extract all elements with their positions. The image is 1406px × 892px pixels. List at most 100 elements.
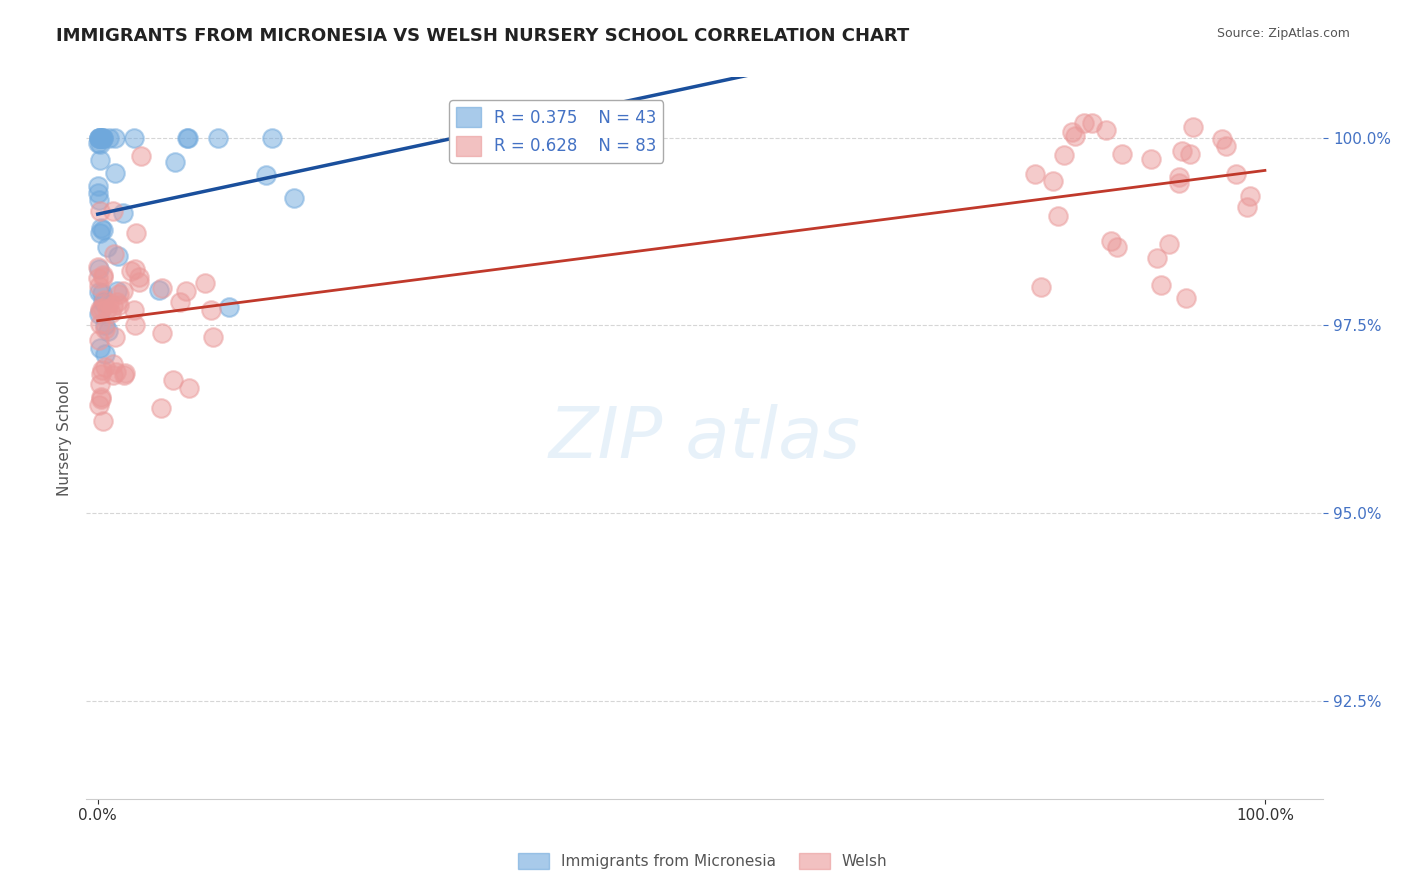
Welsh	[93, 322, 115, 336]
Immigrants from Micronesia	[283, 191, 305, 205]
Welsh	[111, 284, 134, 298]
Welsh	[179, 382, 201, 396]
Welsh	[129, 149, 152, 163]
Immigrants from Micronesia	[176, 130, 198, 145]
Immigrants from Micronesia	[148, 284, 170, 298]
Welsh	[87, 260, 110, 275]
Welsh	[89, 302, 111, 317]
Welsh	[1236, 200, 1258, 214]
Welsh	[150, 281, 173, 295]
Immigrants from Micronesia	[165, 155, 187, 169]
Welsh	[91, 414, 114, 428]
Welsh	[91, 268, 114, 283]
Welsh	[1064, 129, 1087, 144]
Welsh	[103, 368, 125, 382]
Welsh	[1029, 279, 1052, 293]
Welsh	[90, 363, 112, 377]
Immigrants from Micronesia	[177, 130, 200, 145]
Immigrants from Micronesia	[87, 261, 110, 276]
Welsh	[1046, 209, 1069, 223]
Immigrants from Micronesia	[107, 249, 129, 263]
Immigrants from Micronesia	[90, 130, 112, 145]
Welsh	[105, 365, 128, 379]
Welsh	[1171, 145, 1194, 159]
Welsh	[114, 368, 136, 383]
Immigrants from Micronesia	[91, 130, 114, 145]
Immigrants from Micronesia	[90, 220, 112, 235]
Welsh	[125, 226, 148, 240]
Immigrants from Micronesia	[124, 130, 146, 145]
Welsh	[149, 401, 172, 416]
Immigrants from Micronesia	[98, 130, 121, 145]
Welsh	[1146, 251, 1168, 265]
Welsh	[91, 301, 114, 316]
Welsh	[1095, 123, 1118, 137]
Welsh	[1080, 115, 1102, 129]
Welsh	[174, 284, 197, 298]
Welsh	[94, 360, 117, 375]
Welsh	[1107, 240, 1129, 254]
Immigrants from Micronesia	[89, 226, 111, 240]
Welsh	[89, 317, 111, 331]
Immigrants from Micronesia	[105, 284, 128, 298]
Welsh	[101, 299, 124, 313]
Welsh	[1024, 167, 1046, 181]
Immigrants from Micronesia	[104, 166, 127, 180]
Immigrants from Micronesia	[262, 130, 284, 145]
Welsh	[124, 303, 146, 318]
Immigrants from Micronesia	[89, 130, 111, 145]
Text: IMMIGRANTS FROM MICRONESIA VS WELSH NURSERY SCHOOL CORRELATION CHART: IMMIGRANTS FROM MICRONESIA VS WELSH NURS…	[56, 27, 910, 45]
Immigrants from Micronesia	[91, 130, 114, 145]
Welsh	[128, 270, 150, 285]
Immigrants from Micronesia	[97, 325, 120, 339]
Welsh	[1178, 146, 1201, 161]
Immigrants from Micronesia	[87, 136, 110, 150]
Immigrants from Micronesia	[112, 206, 135, 220]
Welsh	[194, 276, 217, 290]
Welsh	[93, 293, 115, 307]
Welsh	[150, 326, 173, 340]
Immigrants from Micronesia	[91, 295, 114, 310]
Text: ZIP atlas: ZIP atlas	[548, 403, 860, 473]
Welsh	[128, 276, 150, 290]
Welsh	[162, 373, 184, 387]
Immigrants from Micronesia	[94, 318, 117, 332]
Immigrants from Micronesia	[87, 130, 110, 145]
Immigrants from Micronesia	[91, 223, 114, 237]
Welsh	[1111, 147, 1133, 161]
Welsh	[1099, 235, 1122, 249]
Welsh	[1150, 278, 1173, 293]
Welsh	[201, 330, 224, 344]
Welsh	[101, 204, 124, 219]
Text: Source: ZipAtlas.com: Source: ZipAtlas.com	[1216, 27, 1350, 40]
Welsh	[1159, 236, 1181, 251]
Immigrants from Micronesia	[89, 137, 111, 152]
Welsh	[104, 329, 127, 343]
Welsh	[98, 296, 121, 310]
Welsh	[1215, 139, 1237, 153]
Welsh	[103, 246, 125, 260]
Immigrants from Micronesia	[89, 341, 111, 355]
Welsh	[1168, 169, 1191, 184]
Immigrants from Micronesia	[87, 130, 110, 145]
Y-axis label: Nursery School: Nursery School	[58, 380, 72, 496]
Immigrants from Micronesia	[254, 168, 277, 182]
Welsh	[200, 303, 222, 318]
Welsh	[1052, 148, 1074, 162]
Welsh	[96, 302, 118, 317]
Welsh	[89, 304, 111, 318]
Welsh	[1168, 176, 1191, 190]
Immigrants from Micronesia	[104, 130, 127, 145]
Welsh	[1062, 125, 1084, 139]
Welsh	[87, 278, 110, 293]
Welsh	[1211, 132, 1233, 146]
Welsh	[90, 390, 112, 404]
Immigrants from Micronesia	[89, 285, 111, 299]
Immigrants from Micronesia	[96, 240, 118, 254]
Welsh	[114, 366, 136, 380]
Immigrants from Micronesia	[94, 346, 117, 360]
Welsh	[124, 262, 146, 277]
Immigrants from Micronesia	[91, 285, 114, 300]
Welsh	[107, 298, 129, 312]
Welsh	[87, 333, 110, 347]
